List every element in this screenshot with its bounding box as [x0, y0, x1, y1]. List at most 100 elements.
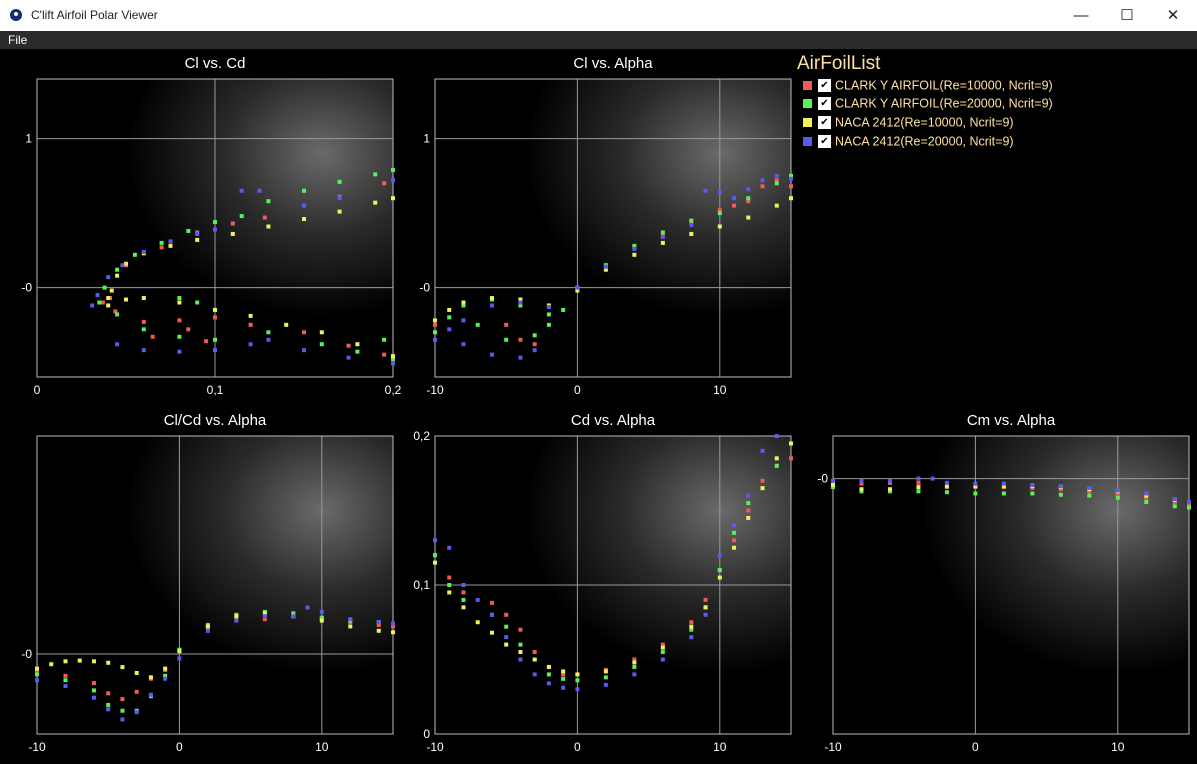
data-point — [382, 337, 387, 342]
data-point — [789, 176, 793, 181]
data-point — [489, 630, 494, 635]
data-point — [319, 615, 324, 620]
data-point — [447, 545, 452, 550]
data-point — [689, 223, 694, 228]
y-tick-label: -0 — [21, 647, 32, 661]
data-point — [518, 337, 523, 342]
data-point — [391, 621, 395, 626]
data-point — [1001, 484, 1006, 489]
data-point — [717, 208, 722, 213]
series-4 — [831, 476, 1191, 504]
data-point — [391, 361, 395, 366]
legend-label: NACA 2412(Re=20000, Ncrit=9) — [835, 134, 1014, 149]
data-point — [717, 190, 722, 195]
data-point — [603, 264, 608, 269]
data-point — [248, 342, 253, 347]
data-point — [348, 624, 353, 629]
app-icon — [10, 9, 22, 21]
minimize-button[interactable]: — — [1073, 7, 1089, 24]
data-point — [49, 662, 54, 667]
data-point — [660, 230, 665, 235]
data-point — [603, 267, 608, 272]
cd-alpha-chart: Cd vs. Alpha-10 0 1000,10,2 — [413, 412, 793, 754]
data-point — [1030, 491, 1035, 496]
data-point — [689, 620, 694, 625]
legend-item: ✔ CLARK Y AIRFOIL(Re=10000, Ncrit=9) — [803, 78, 1053, 95]
data-point — [1087, 489, 1092, 494]
data-point — [1187, 499, 1191, 504]
data-point — [632, 243, 637, 248]
data-point — [168, 239, 173, 244]
data-point — [302, 330, 306, 335]
data-point — [632, 246, 637, 251]
data-point — [102, 285, 107, 290]
data-point — [746, 493, 751, 498]
data-point — [106, 296, 111, 301]
data-point — [916, 489, 921, 494]
menu-file[interactable]: File — [8, 33, 28, 47]
data-point — [1115, 491, 1120, 496]
plot-background — [37, 436, 393, 734]
data-point — [177, 296, 182, 301]
data-point — [518, 642, 523, 647]
data-point — [262, 614, 267, 619]
data-point — [1058, 484, 1063, 489]
data-point — [91, 659, 96, 664]
data-point — [717, 211, 722, 216]
data-point — [504, 642, 509, 647]
data-point — [391, 196, 395, 201]
data-point — [746, 199, 751, 204]
data-point — [760, 486, 765, 491]
y-tick-label: -0 — [21, 281, 32, 295]
data-point — [376, 620, 381, 625]
data-point — [205, 628, 210, 633]
data-point — [1087, 485, 1092, 490]
data-point — [887, 487, 892, 492]
data-point — [887, 480, 892, 485]
legend-checkbox[interactable]: ✔ — [818, 116, 831, 130]
data-point — [186, 327, 191, 332]
data-point — [1172, 499, 1177, 504]
data-point — [746, 501, 751, 506]
x-tick-label: 0 — [34, 383, 41, 397]
data-point — [703, 605, 708, 610]
y-tick-label: -0 — [817, 472, 828, 486]
maximize-button[interactable]: ☐ — [1120, 7, 1134, 24]
data-point — [91, 695, 96, 700]
legend-checkbox[interactable]: ✔ — [818, 97, 831, 111]
data-point — [115, 267, 120, 272]
data-point — [159, 240, 164, 245]
data-point — [447, 583, 452, 587]
data-point — [561, 307, 566, 312]
data-point — [575, 687, 580, 692]
data-point — [717, 224, 722, 229]
data-point — [134, 670, 139, 675]
data-point — [461, 597, 466, 602]
data-point — [213, 220, 217, 225]
clcd-alpha-chart: Cl/Cd vs. Alpha -10 0 10 -0 — [21, 412, 395, 754]
data-point — [944, 480, 949, 485]
data-point — [134, 689, 139, 694]
data-point — [973, 481, 978, 486]
data-point — [546, 322, 551, 327]
data-point — [230, 231, 235, 236]
data-point — [774, 434, 779, 438]
plot-background — [435, 79, 791, 377]
legend-checkbox[interactable]: ✔ — [818, 135, 831, 149]
data-point — [132, 252, 137, 257]
data-point — [575, 678, 580, 683]
close-button[interactable]: ✕ — [1166, 7, 1180, 24]
data-point — [141, 249, 146, 254]
legend-checkbox[interactable]: ✔ — [818, 79, 831, 93]
data-point — [262, 611, 267, 616]
data-point — [163, 676, 168, 681]
data-point — [489, 352, 494, 357]
data-point — [433, 322, 437, 327]
data-point — [266, 330, 271, 335]
data-point — [887, 478, 892, 483]
menu-bar: File — [0, 31, 1197, 49]
data-point — [115, 273, 120, 278]
data-point — [632, 252, 637, 257]
data-point — [195, 231, 200, 236]
